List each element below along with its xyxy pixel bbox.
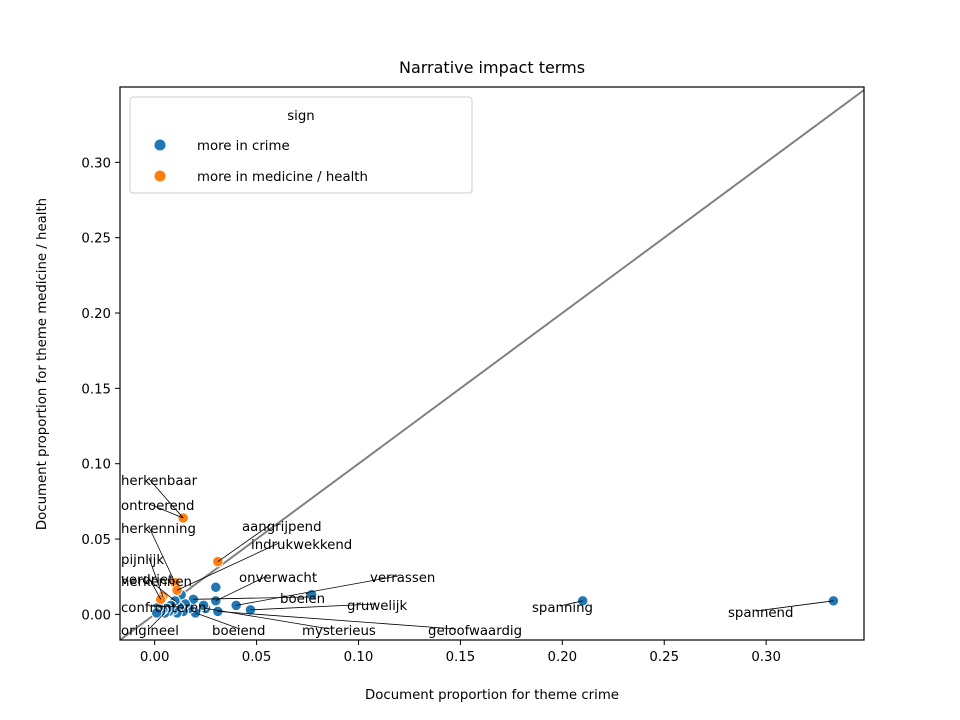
y-tick-label: 0.00: [81, 608, 111, 623]
annotation-leader: [217, 610, 457, 630]
legend-marker: [153, 138, 167, 152]
annotation-leader: [250, 603, 376, 611]
y-tick-label: 0.10: [81, 458, 111, 473]
annotation-label: origineel: [121, 624, 179, 639]
legend-label: more in medicine / health: [197, 170, 368, 185]
plot-area: 0.00 0.05 0.10 0.15 0.20 0.25 0.30 0.00 0.05 0.10…: [81, 86, 865, 665]
data-point: [197, 599, 210, 611]
legend-label: more in crime: [197, 139, 290, 154]
y-tick-label: 0.15: [81, 382, 111, 397]
data-point: [151, 607, 163, 619]
annotation-label: ontroerend: [121, 499, 195, 514]
x-tick-label: 0.20: [548, 650, 578, 665]
annotation-label: herkennen: [121, 575, 192, 590]
annotation-leader: [236, 575, 399, 606]
annotation-label: herkenbaar: [121, 474, 198, 489]
axes-frame: [119, 86, 865, 641]
y-tick-label: 0.30: [81, 156, 111, 171]
x-tick-label: 0.30: [751, 650, 781, 665]
annotation-label: spannend: [728, 606, 793, 621]
annotation-label: aangrijpend: [242, 520, 322, 535]
annotation-leader: [755, 600, 834, 612]
annotation-label: spanning: [532, 601, 593, 616]
series-0: [151, 581, 840, 619]
y-tick-label: 0.25: [81, 232, 111, 247]
annotation-leader: [148, 605, 180, 608]
x-tick-label: 0.25: [649, 650, 679, 665]
legend-box: [129, 96, 473, 194]
annotation-label: mysterieus: [302, 624, 376, 639]
y-tick-label: 0.05: [81, 533, 111, 548]
x-tick-label: 0.10: [344, 650, 374, 665]
annotation-label: verrassen: [370, 571, 435, 586]
annotation-leader: [217, 524, 271, 562]
legend-marker: [153, 169, 167, 183]
x-tick-label: 0.05: [242, 650, 272, 665]
annotation-leader: [195, 612, 241, 630]
annotation-leader: [148, 579, 176, 602]
annotation-leader: [176, 542, 280, 591]
annotation-label: pijnlijk: [121, 553, 164, 568]
diagonal-line: [120, 89, 864, 640]
annotation-label: confronteren: [121, 601, 206, 616]
annotation-label: geloofwaardig: [428, 624, 522, 639]
annotation-label: gruwelijk: [347, 599, 407, 614]
x-axis-label: Document proportion for theme crime: [365, 688, 619, 703]
annotation-leader: [148, 557, 164, 597]
annotation-label: boeiend: [212, 624, 266, 639]
annotation-label: verdriet: [121, 573, 173, 588]
legend-title: sign: [287, 109, 315, 124]
annotation-leader: [148, 478, 184, 519]
x-tick-label: 0.15: [446, 650, 476, 665]
annotation-leader: [215, 575, 268, 602]
y-axis-label: Document proportion for theme medicine /…: [35, 198, 50, 530]
y-tick-label: 0.20: [81, 307, 111, 322]
annotation-layer: herkenbaar ontroerend herkenning aangrijpen…: [121, 474, 834, 639]
x-tick-label: 0.00: [140, 650, 170, 665]
annotation-label: onverwacht: [239, 571, 317, 586]
annotation-label: indrukwekkend: [251, 538, 352, 553]
annotation-leader: [559, 600, 583, 607]
annotation-leader: [193, 596, 309, 600]
annotation-leader: [148, 503, 184, 519]
legend: sign more in crime more in medicine / heal…: [129, 96, 473, 194]
annotation-label: herkenning: [121, 522, 196, 537]
chart-title: Narrative impact terms: [399, 58, 585, 77]
data-point: [210, 581, 222, 593]
annotation-label: boeien: [280, 592, 325, 607]
annotation-leader: [148, 526, 176, 583]
annotation-leader: [148, 612, 166, 630]
